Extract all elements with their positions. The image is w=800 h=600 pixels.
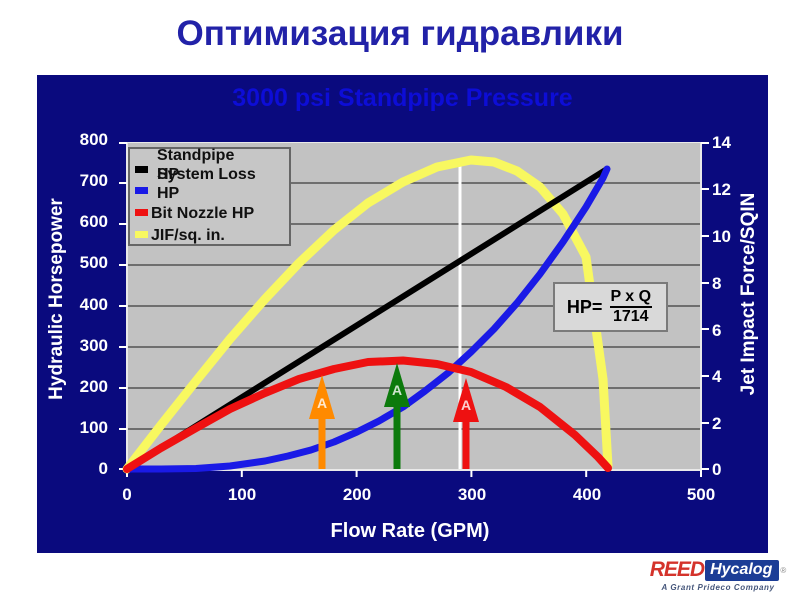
legend-swatch-jif: [135, 231, 148, 238]
y-right-tick: 6: [712, 321, 722, 340]
legend-label-bit-nozzle: Bit Nozzle HP: [151, 205, 255, 222]
legend-label-jif: JIF/sq. in.: [151, 227, 225, 244]
plot-canvas: A A A: [119, 142, 709, 477]
formula-denominator: 1714: [609, 306, 652, 326]
x-tick: 200: [342, 485, 372, 504]
logo-reed-text: REED: [649, 558, 705, 581]
y-left-tick: 700: [79, 171, 108, 190]
y-left-tick: 100: [79, 418, 108, 437]
arrow-orange-label: A: [317, 395, 327, 411]
x-tick: 100: [227, 485, 257, 504]
company-logo: REED Hycalog ® A Grant Prideco Company: [640, 558, 796, 592]
legend: [128, 147, 291, 246]
y-left-tick: 500: [79, 253, 108, 272]
y-right-tick: 2: [712, 414, 722, 433]
arrow-green-label: A: [392, 382, 402, 398]
slide-title: Оптимизация гидравлики: [176, 14, 624, 53]
x-tick: 0: [122, 485, 132, 504]
y-left-tick: 600: [79, 212, 108, 231]
formula-lhs: HP=: [566, 296, 603, 317]
x-tick: 300: [457, 485, 487, 504]
logo-tagline: A Grant Prideco Company: [661, 583, 775, 592]
series-jif: [122, 155, 613, 474]
arrow-red: A: [453, 378, 479, 469]
y-left-tick: 400: [79, 295, 108, 314]
arrow-green: A: [384, 363, 410, 469]
y-right-tick: 0: [712, 460, 722, 479]
y-right-tick: 4: [712, 367, 722, 386]
y-right-tick: 12: [712, 180, 731, 199]
legend-swatch-bit-nozzle: [135, 209, 148, 216]
formula-numerator: P x Q: [610, 288, 652, 305]
y-right-axis-title: Jet Impact Force/SQIN: [738, 192, 759, 396]
arrow-red-label: A: [461, 397, 471, 413]
y-left-axis-title: Hydraulic Horsepower: [46, 198, 67, 400]
legend-swatch-standpipe: [135, 166, 148, 173]
logo-hycalog-text: Hycalog: [705, 559, 780, 581]
formula-fraction: P x Q 1714: [607, 288, 654, 326]
y-left-tick: 0: [98, 459, 108, 478]
x-axis-title: Flow Rate (GPM): [330, 520, 490, 542]
arrow-orange: A: [309, 375, 335, 469]
hp-formula-box: HP= P x Q 1714: [553, 282, 668, 332]
y-left-tick: 800: [79, 130, 108, 149]
legend-label-system-loss: System Loss HP: [157, 166, 256, 202]
legend-label-standpipe: Standpipe HP: [157, 147, 235, 183]
y-left-tick: 200: [79, 377, 108, 396]
y-right-tick: 14: [712, 133, 731, 152]
y-right-tick: 8: [712, 274, 722, 293]
x-tick: 500: [686, 485, 716, 504]
series-bit-nozzle-hp: [123, 356, 612, 473]
y-left-tick: 300: [79, 336, 108, 355]
y-right-tick: 10: [712, 227, 731, 246]
registered-trademark-icon: ®: [780, 565, 787, 575]
gridlines: [127, 182, 701, 430]
chart-title: 3000 psi Standpipe Pressure: [232, 84, 573, 112]
x-tick: 400: [572, 485, 602, 504]
legend-swatch-system-loss: [135, 187, 148, 194]
